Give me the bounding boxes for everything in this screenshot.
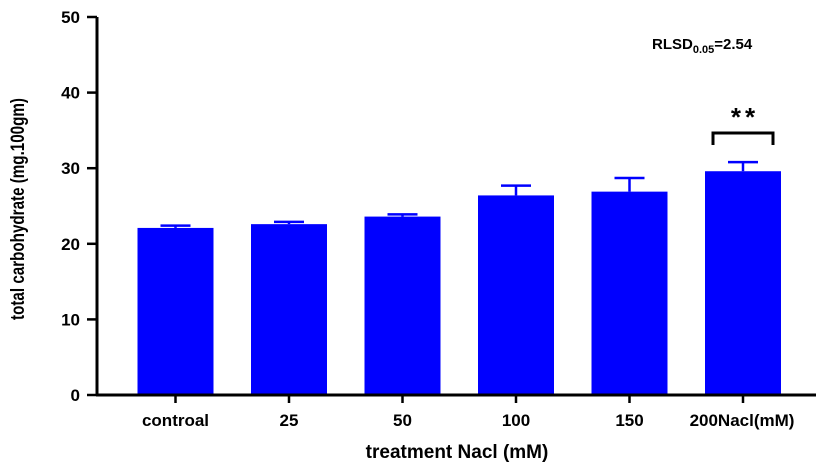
x-axis-title: treatment Nacl (mM) (366, 442, 549, 463)
y-tick-label: 20 (61, 235, 80, 254)
bar (137, 227, 214, 395)
y-tick-label: 10 (61, 310, 80, 329)
x-tick-label: 150 (615, 411, 643, 430)
bar (478, 195, 554, 395)
rlsd-suffix: =2.54 (714, 36, 753, 53)
bars-group (137, 160, 781, 395)
bar (251, 224, 327, 395)
x-ticks-group: controal 25 50 100 150 200Nacl(mM) (142, 395, 794, 430)
bar (364, 216, 441, 395)
y-tick-label: 0 (71, 386, 80, 405)
bar (705, 171, 781, 395)
significance-marker: ** (731, 102, 759, 132)
significance-bracket (711, 131, 775, 145)
y-ticks-group: 0 10 20 30 40 50 (61, 8, 97, 405)
rlsd-annotation: RLSD0.05=2.54 (652, 36, 753, 56)
x-tick-label: 50 (393, 411, 412, 430)
x-tick-label: 100 (502, 411, 530, 430)
x-tick-label: controal (142, 411, 209, 430)
rlsd-prefix: RLSD (652, 36, 693, 53)
y-tick-label: 30 (61, 159, 80, 178)
y-tick-label: 40 (61, 84, 80, 103)
y-axis-title: total carbohydrate (mg.100gm) (6, 98, 28, 320)
x-tick-label: 25 (280, 411, 299, 430)
bar (591, 191, 668, 395)
y-tick-label: 50 (61, 8, 80, 27)
rlsd-subscript: 0.05 (693, 44, 714, 56)
x-tick-label: 200Nacl(mM) (690, 411, 795, 430)
